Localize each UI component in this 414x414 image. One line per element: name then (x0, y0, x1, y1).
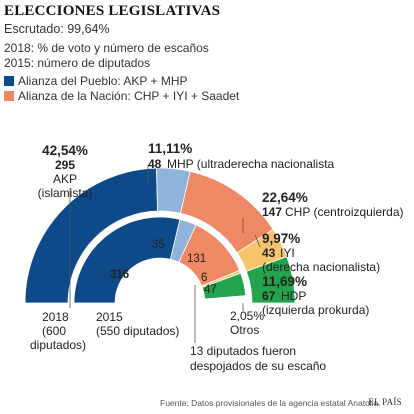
label-2015-akp: 316 (110, 269, 129, 281)
label-iyi-desc: (derecha nacionalista) (262, 260, 380, 274)
label-hdp-name: HDP (281, 289, 306, 303)
label-mhp-text: MHP (ultraderecha nacionalista (167, 157, 335, 171)
label-2015-mhp: 35 (152, 239, 165, 251)
label-iyi-pct: 9,97% (262, 231, 300, 246)
label-2015-iyi: 6 (201, 272, 207, 284)
seats-2015-arc-vacant (204, 295, 247, 304)
chart-title: ELECCIONES LEGISLATIVAS (4, 3, 221, 19)
note-inner: 2015: número de diputados (4, 56, 151, 70)
leader-iyi (254, 234, 261, 248)
annotation-line-2: despojados de su escaño (190, 359, 326, 373)
label-2015-year: 2015 (96, 310, 123, 324)
label-akp-name: AKP (53, 172, 77, 186)
seats-2015-arc-akp (73, 216, 181, 304)
legend-swatch-nacion (4, 91, 14, 101)
label-otros-name: Otros (230, 323, 259, 337)
label-2015-count: (550 diputados) (96, 324, 179, 338)
legend-label-nacion: Alianza de la Nación: CHP + IYI + Saadet (18, 89, 240, 103)
label-2018-diputados: diputados) (30, 338, 86, 352)
seats-2018-arc-hdp (245, 256, 296, 304)
label-hdp-desc: (izquierda prokurda) (262, 303, 369, 317)
label-chp-pct: 22,64% (262, 190, 308, 205)
label-2015-chp: 131 (187, 253, 206, 265)
label-mhp-seats: 48 (148, 157, 162, 171)
label-akp-seats: 295 (55, 158, 75, 172)
label-akp-desc: (islamista) (38, 186, 93, 200)
label-2018-year: 2018 (42, 310, 69, 324)
label-iyi-name: IYI (280, 246, 295, 260)
annotation-line-1: 13 diputados fueron (190, 344, 296, 358)
brand-logo: EL PAÍS (368, 397, 402, 407)
label-chp-text: CHP (centroizquierda) (285, 205, 404, 219)
label-2018-count: (600 (42, 324, 66, 338)
label-iyi-seats: 43 (262, 246, 276, 260)
label-akp-pct: 42,54% (42, 143, 88, 158)
chart-subtitle: Escrutado: 99,64% (4, 22, 110, 36)
label-otros-pct: 2,05% (230, 309, 264, 323)
label-mhp-pct: 11,11% (148, 141, 192, 156)
label-chp-seats: 147 (262, 205, 282, 219)
legend-item-pueblo: Alianza del Pueblo: AKP + MHP (4, 74, 188, 88)
label-hdp-pct: 11,69% (262, 274, 307, 289)
label-hdp-seats: 67 (262, 289, 276, 303)
legend-swatch-pueblo (4, 76, 14, 86)
legend-item-nacion: Alianza de la Nación: CHP + IYI + Saadet (4, 89, 239, 103)
note-outer: 2018: % de voto y número de escaños (4, 41, 209, 55)
source-note: Fuente: Datos provisionales de la agenci… (160, 398, 381, 408)
label-2015-hdp: 47 (204, 284, 217, 296)
legend-label-pueblo: Alianza del Pueblo: AKP + MHP (18, 74, 188, 88)
